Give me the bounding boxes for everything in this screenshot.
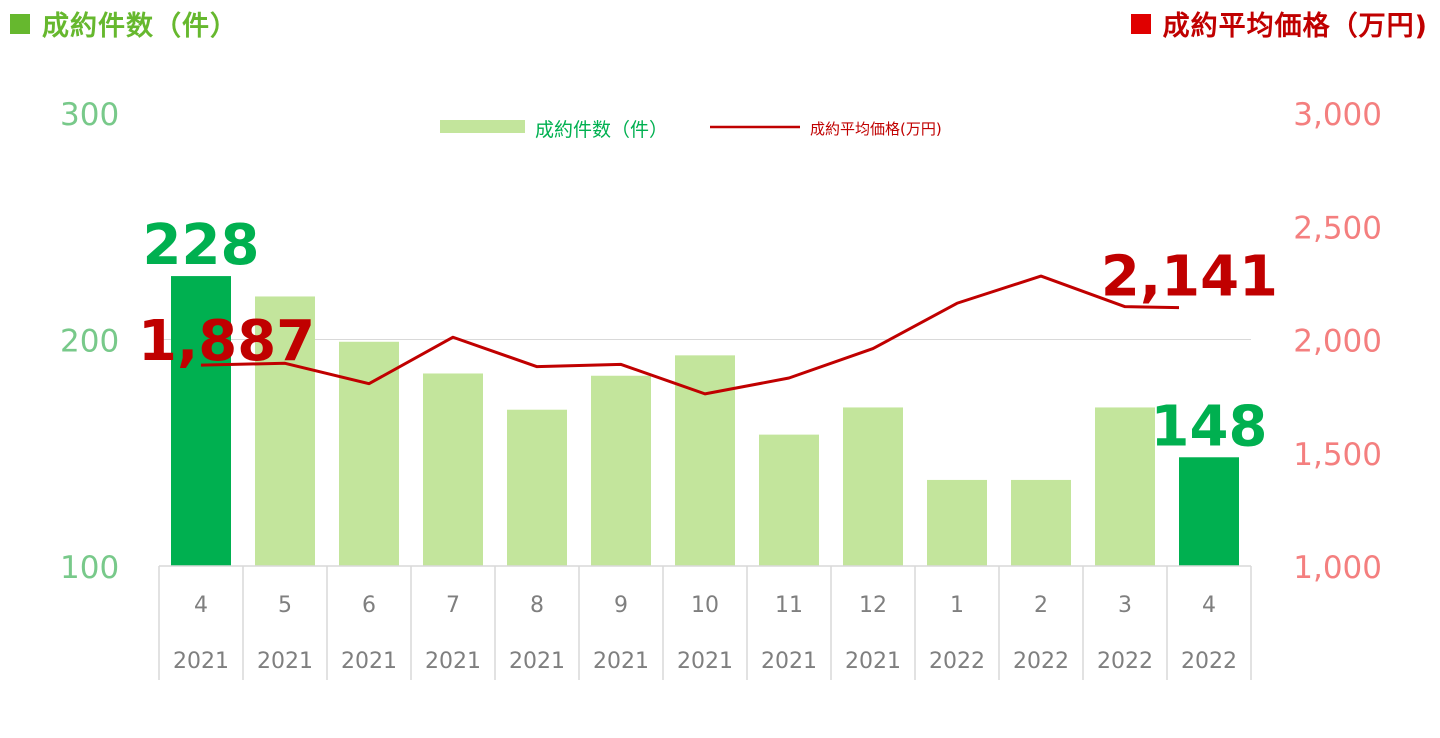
x-tick-month: 3 [1118,593,1132,618]
x-tick-month: 2 [1034,593,1048,618]
bar [927,479,987,566]
x-tick-month: 1 [950,593,964,618]
data-label: 228 [143,213,260,278]
x-tick-year: 2022 [929,649,985,674]
left-axis-tick: 200 [60,324,119,360]
left-axis-tick: 300 [60,97,119,133]
x-tick-month: 8 [530,593,544,618]
x-tick-month: 4 [1202,593,1216,618]
right-axis-tick: 2,000 [1293,324,1382,360]
data-label: 2,141 [1101,245,1278,310]
green-square-icon [10,13,30,34]
x-tick-year: 2022 [1013,649,1069,674]
x-tick-year: 2021 [845,649,901,674]
x-tick-year: 2021 [677,649,733,674]
x-tick-year: 2022 [1097,649,1153,674]
x-tick-year: 2021 [593,649,649,674]
legend-bar-label: 成約件数（件） [535,119,668,141]
x-tick-year: 2021 [425,649,481,674]
x-tick-year: 2021 [173,649,229,674]
x-tick-year: 2021 [257,649,313,674]
left-axis-title: 成約件数（件） [10,4,238,43]
left-axis-title-text: 成約件数（件） [42,11,238,42]
x-tick-month: 5 [278,593,292,618]
x-tick-year: 2021 [509,649,565,674]
left-axis-tick: 100 [60,550,119,586]
legend-line-label: 成約平均価格(万円) [810,120,942,138]
bar [1095,407,1155,566]
bar [171,276,231,566]
red-square-icon [1130,13,1151,34]
right-axis-tick: 1,000 [1293,550,1382,586]
x-tick-year: 2022 [1181,649,1237,674]
right-axis-title: 成約平均価格（万円) [1130,4,1428,43]
bar [591,375,651,566]
x-tick-month: 4 [194,593,208,618]
data-label: 1,887 [138,309,315,374]
x-tick-month: 9 [614,593,628,618]
bar [423,373,483,566]
bar [339,341,399,566]
right-axis-tick: 1,500 [1293,437,1382,473]
x-tick-year: 2021 [341,649,397,674]
x-tick-month: 11 [775,593,803,618]
bar [507,409,567,566]
bar [1179,457,1239,566]
right-axis-title-text: 成約平均価格（万円) [1162,11,1428,42]
x-tick-month: 7 [446,593,460,618]
x-tick-month: 6 [362,593,376,618]
right-axis-tick: 3,000 [1293,97,1382,133]
x-tick-month: 10 [691,593,719,618]
right-axis-tick: 2,500 [1293,210,1382,246]
bar [1011,479,1071,566]
x-tick-year: 2021 [761,649,817,674]
bar [759,434,819,566]
x-tick-month: 12 [859,593,887,618]
bar [843,407,903,566]
bar [255,296,315,566]
legend-bar-swatch [440,120,525,133]
data-label: 148 [1151,394,1268,459]
